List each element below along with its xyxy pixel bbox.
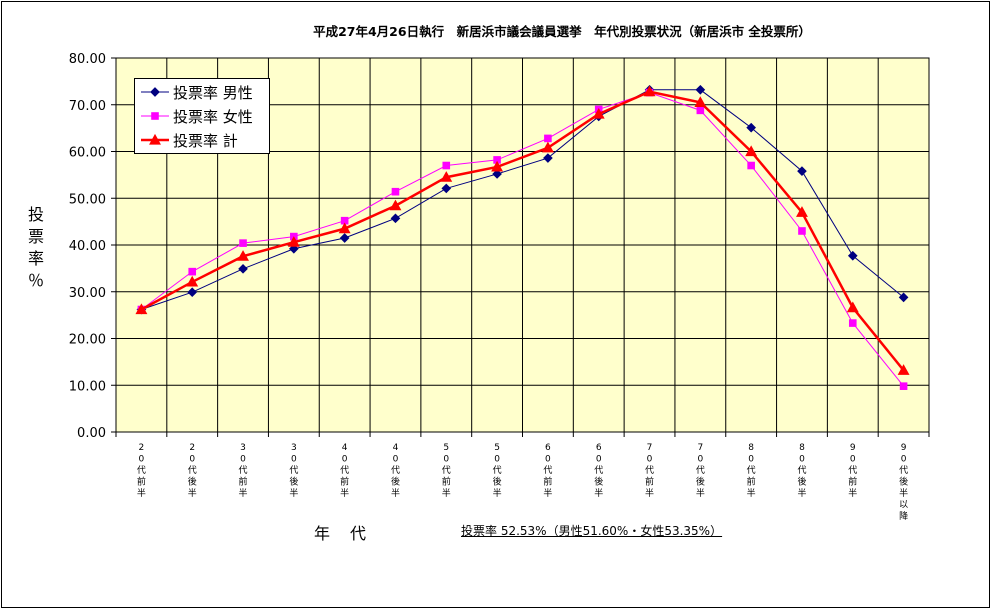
- data-point-total: [694, 96, 707, 107]
- series-line-total: [140, 90, 905, 372]
- y-tick-label: 0.00: [77, 426, 106, 441]
- data-point-female: [239, 239, 247, 247]
- data-point-male: [238, 264, 248, 274]
- y-axis-label-char: 率: [27, 249, 44, 268]
- x-tick-label: 5 0 代後半: [493, 443, 502, 499]
- data-point-male: [187, 287, 198, 298]
- data-point-male: [390, 213, 401, 224]
- x-tick-label: 7 0 代後半: [696, 443, 705, 499]
- turnout-summary: 投票率 52.53%（男性51.60%・女性53.35%）: [461, 524, 723, 538]
- legend-symbol: [150, 87, 160, 97]
- data-point-male: [746, 122, 756, 133]
- x-tick-label: 9 0 代後半以降: [899, 443, 908, 522]
- data-point-total: [592, 107, 605, 119]
- legend-symbol: [151, 112, 159, 120]
- x-tick-label: 2 0 代後半: [188, 443, 197, 499]
- data-point-female: [747, 161, 755, 170]
- legend-item-total: 投票率 計: [135, 129, 269, 151]
- x-tick-label: 5 0 代前半: [442, 443, 451, 499]
- legend-marker-total: [141, 133, 169, 145]
- y-tick-label: 80.00: [69, 52, 106, 67]
- data-point-female: [188, 267, 197, 276]
- y-axis-label: 投票率 ％: [26, 204, 46, 292]
- x-tick-label: 3 0 代後半: [289, 443, 298, 499]
- y-tick-label: 10.00: [69, 379, 106, 394]
- y-axis-label-char: 票: [27, 227, 44, 246]
- data-point-total: [541, 141, 554, 153]
- data-point-total: [745, 145, 758, 157]
- y-tick-label: 30.00: [69, 286, 106, 301]
- data-point-total: [643, 85, 656, 97]
- y-tick-label: 40.00: [69, 239, 106, 254]
- y-tick-label: 70.00: [69, 99, 106, 114]
- data-point-male: [695, 84, 706, 95]
- legend-label-total: 投票率 計: [173, 132, 238, 150]
- data-point-female: [442, 161, 451, 170]
- data-point-male: [898, 292, 909, 303]
- data-point-total: [237, 250, 249, 261]
- legend-marker-female: [141, 112, 169, 120]
- data-point-male: [339, 233, 350, 243]
- data-point-female: [848, 319, 857, 327]
- y-axis-label-char: ％: [27, 271, 44, 290]
- data-point-female: [696, 106, 705, 115]
- data-point-total: [186, 275, 199, 287]
- data-point-total: [338, 222, 351, 234]
- x-tick-label: 9 0 代前半: [848, 443, 857, 499]
- data-point-female: [899, 382, 908, 390]
- series-line-male: [141, 89, 904, 310]
- data-point-male: [847, 250, 858, 261]
- y-tick-label: 20.00: [69, 333, 106, 348]
- data-point-male: [441, 183, 452, 194]
- legend-label-male: 投票率 男性: [173, 84, 253, 102]
- data-point-total: [846, 301, 859, 313]
- x-axis-label: 年 代: [314, 524, 369, 543]
- data-point-total: [389, 199, 402, 211]
- x-tick-label: 6 0 代後半: [594, 443, 603, 499]
- legend-item-male: 投票率 男性: [135, 81, 269, 103]
- legend-marker-male: [141, 87, 169, 97]
- y-tick-label: 50.00: [69, 192, 106, 207]
- data-point-total: [897, 364, 910, 375]
- legend-symbol: [149, 133, 161, 145]
- x-tick-label: 4 0 代前半: [340, 443, 349, 499]
- legend: 投票率 男性 投票率 女性 投票率 計: [134, 78, 270, 154]
- chart-title: 平成27年4月26日執行 新居浜市議会議員選挙 年代別投票状況（新居浜市 全投票…: [313, 24, 811, 39]
- data-point-total: [287, 236, 300, 247]
- x-tick-label: 8 0 代前半: [747, 443, 756, 499]
- data-point-female: [391, 187, 400, 196]
- data-point-total: [491, 160, 504, 172]
- x-tick-label: 7 0 代前半: [645, 443, 654, 499]
- data-point-female: [544, 134, 552, 143]
- y-tick-label: 60.00: [69, 146, 106, 161]
- legend-item-female: 投票率 女性: [135, 105, 269, 127]
- data-point-female: [798, 227, 806, 235]
- x-tick-label: 8 0 代後半: [797, 443, 806, 499]
- x-tick-label: 2 0 代前半: [137, 443, 146, 499]
- data-point-male: [797, 166, 807, 176]
- data-point-total: [796, 206, 808, 217]
- data-point-male: [543, 153, 553, 163]
- data-point-total: [440, 171, 453, 182]
- series-line-female: [141, 92, 904, 387]
- data-point-total: [135, 303, 148, 315]
- y-axis-label-char: 投: [27, 205, 44, 224]
- x-tick-label: 3 0 代前半: [239, 443, 248, 499]
- x-tick-label: 4 0 代後半: [391, 443, 400, 499]
- data-point-male: [492, 169, 502, 179]
- x-tick-label: 6 0 代前半: [543, 443, 552, 499]
- legend-label-female: 投票率 女性: [173, 108, 253, 126]
